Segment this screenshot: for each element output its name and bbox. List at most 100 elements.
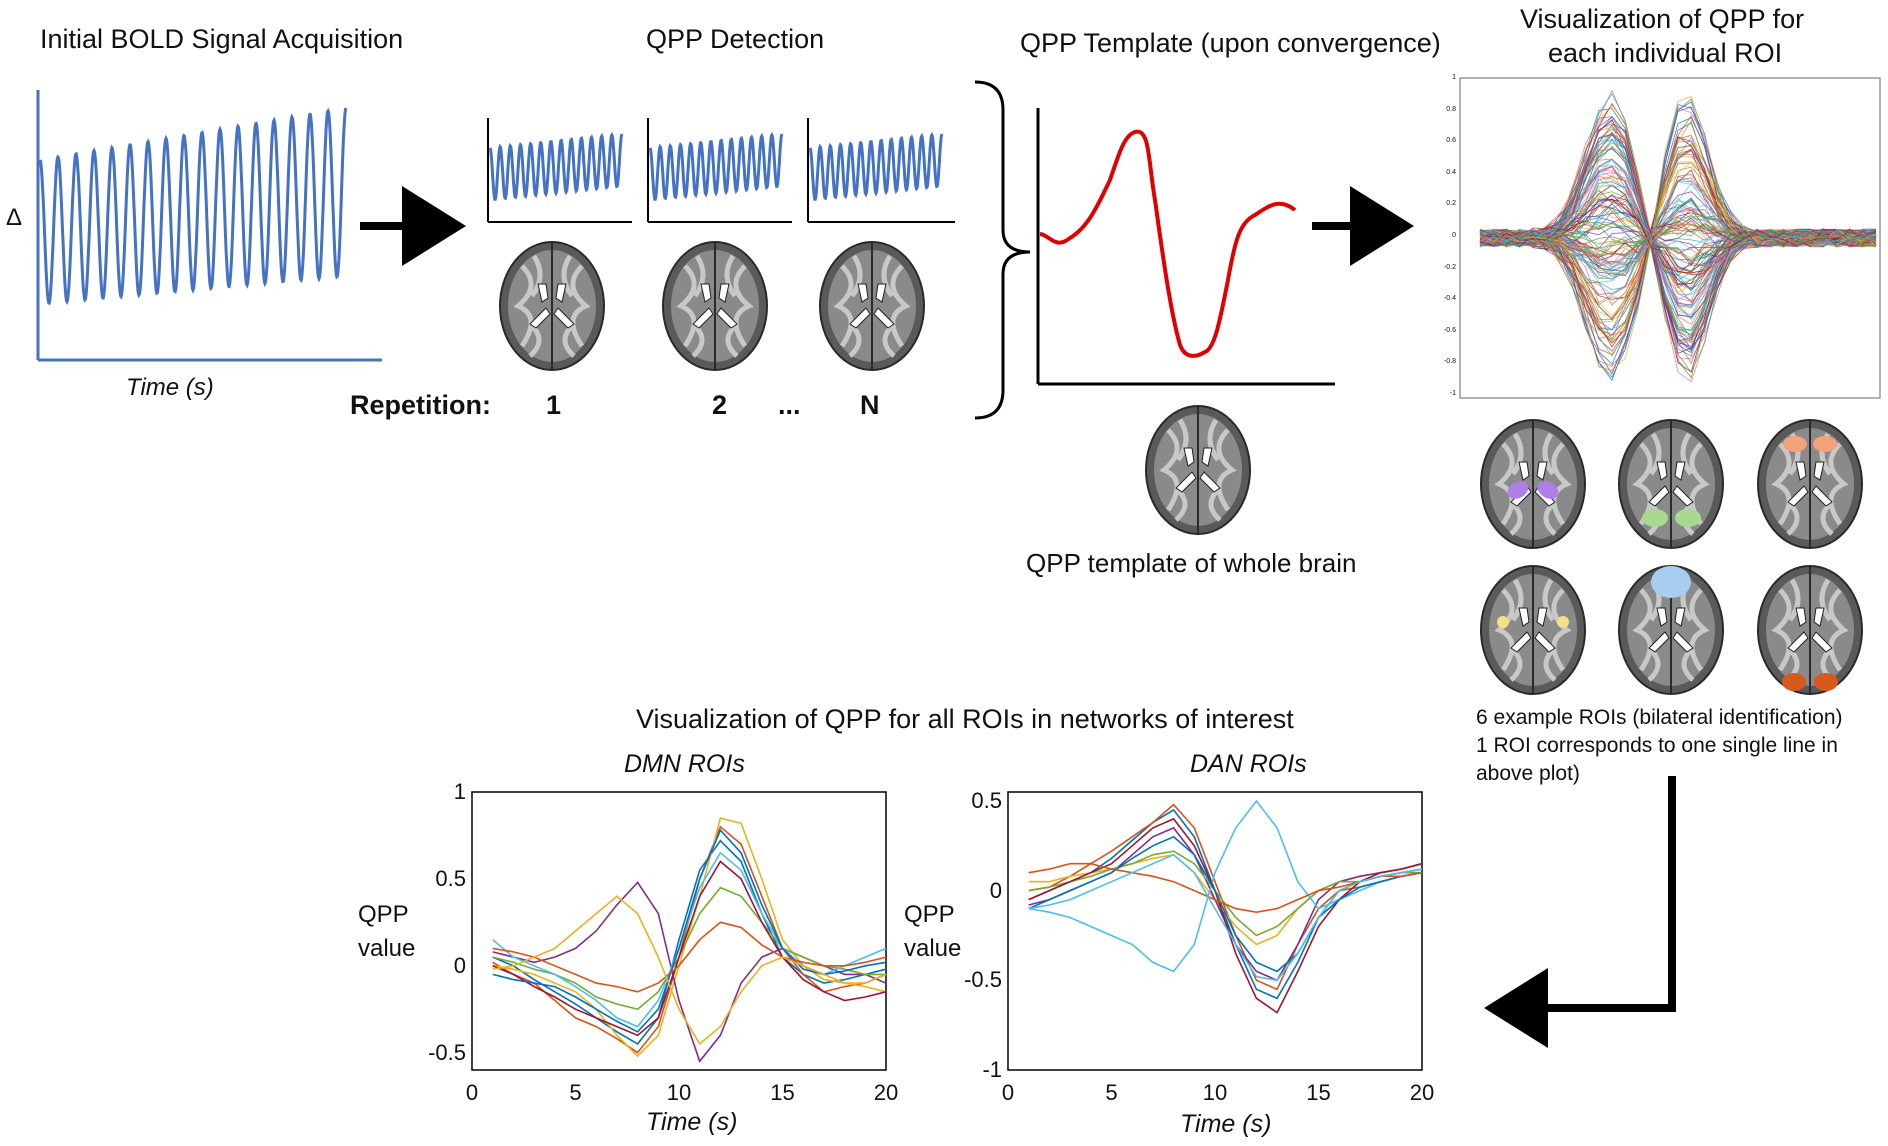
roi-caption-line-1: 6 example ROIs (bilateral identification… bbox=[1476, 706, 1843, 729]
brain-icon-rep-1 bbox=[500, 242, 604, 370]
roi-overview-ytick: 0 bbox=[1452, 232, 1456, 239]
roi-brain-grid bbox=[1481, 420, 1862, 694]
dmn-chart-title: DMN ROIs bbox=[624, 750, 745, 778]
repetition-2-label: 2 bbox=[712, 390, 728, 420]
y-tick-label: -0.5 bbox=[964, 967, 1002, 993]
x-tick-label: 10 bbox=[1202, 1080, 1228, 1105]
arrow-to-networks bbox=[1484, 776, 1676, 1048]
roi-overview-line bbox=[1479, 95, 1877, 371]
dmn-ylabel-text: QPP value bbox=[358, 901, 416, 962]
repetition-2-plot bbox=[647, 118, 792, 223]
roi-overview-line bbox=[1479, 158, 1877, 325]
qpp-template-curve bbox=[1039, 129, 1297, 358]
repetition-label: Repetition: bbox=[350, 390, 491, 420]
repetition-n-plot bbox=[807, 118, 955, 223]
y-tick-label: -0.5 bbox=[428, 1039, 466, 1065]
roi-highlight-1 bbox=[1507, 481, 1529, 499]
template-caption: QPP template of whole brain bbox=[1026, 548, 1357, 578]
y-tick-label: 1 bbox=[453, 779, 466, 804]
roi-overview-line bbox=[1479, 220, 1877, 260]
roi-highlight-3b bbox=[1813, 436, 1837, 452]
x-tick-label: 5 bbox=[569, 1080, 582, 1105]
repetition-n-label: N bbox=[860, 390, 880, 420]
roi-overview-ytick: -0.2 bbox=[1443, 263, 1456, 271]
networks-title: Visualization of QPP for all ROIs in net… bbox=[636, 704, 1294, 734]
roi-overview-ytick: -0.6 bbox=[1443, 326, 1456, 334]
template-axes bbox=[1036, 108, 1335, 386]
repetition-ellipsis: ... bbox=[778, 390, 801, 420]
acquisition-xlabel: Time (s) bbox=[126, 374, 214, 401]
brain-icon-rep-n bbox=[820, 242, 924, 370]
roi-overview-traces bbox=[1479, 89, 1877, 383]
roi-overview-ytick: -0.8 bbox=[1443, 358, 1456, 366]
x-tick-label: 0 bbox=[1001, 1080, 1015, 1105]
delta-symbol: Δ bbox=[6, 204, 23, 231]
roi-overview-line bbox=[1479, 210, 1877, 263]
roi-viz-title-1: Visualization of QPP for bbox=[1520, 4, 1805, 34]
convergence-brace bbox=[974, 80, 1031, 420]
roi-overview-line bbox=[1479, 128, 1877, 341]
roi-overview-ytick: -1 bbox=[1449, 390, 1456, 397]
dmn-chart-series bbox=[492, 817, 887, 1063]
y-tick-label: 0 bbox=[989, 877, 1002, 903]
series-line-roi-2 bbox=[1028, 803, 1423, 991]
dan-chart-series bbox=[1028, 799, 1423, 1014]
roi-overview-ytick: 0.2 bbox=[1446, 200, 1456, 208]
roi-overview-ytick: 0.8 bbox=[1446, 105, 1456, 113]
roi-overview-ytick: 0.4 bbox=[1446, 168, 1456, 176]
series-line-roi-7 bbox=[492, 860, 887, 1037]
x-tick-label: 20 bbox=[1409, 1080, 1435, 1105]
y-tick-label: 0.5 bbox=[971, 787, 1002, 813]
roi-highlight-5 bbox=[1651, 566, 1691, 598]
dan-ylabel-text: QPP value bbox=[904, 901, 962, 962]
series-line-roi-10 bbox=[1028, 853, 1423, 982]
roi-caption-line-3: above plot) bbox=[1476, 762, 1580, 785]
bold-signal-trace bbox=[38, 107, 348, 306]
template-title: QPP Template (upon convergence) bbox=[1020, 28, 1441, 58]
y-tick-label: 0 bbox=[453, 952, 466, 978]
series-line-roi-6 bbox=[1028, 799, 1423, 973]
roi-highlight-1b bbox=[1537, 481, 1559, 499]
roi-highlight-2b bbox=[1675, 509, 1701, 527]
repetition-1-label: 1 bbox=[546, 390, 562, 420]
roi-highlight-4 bbox=[1497, 616, 1509, 628]
detection-title: QPP Detection bbox=[646, 24, 825, 54]
roi-highlight-2 bbox=[1642, 509, 1668, 527]
x-tick-label: 10 bbox=[666, 1080, 692, 1105]
roi-overview-ytick: 1 bbox=[1452, 74, 1456, 81]
x-tick-label: 0 bbox=[465, 1080, 479, 1105]
roi-overview-line bbox=[1479, 177, 1877, 295]
roi-viz-title-2: each individual ROI bbox=[1548, 38, 1783, 68]
dan-ylabel: QPP value bbox=[904, 898, 974, 966]
dmn-chart-frame bbox=[471, 791, 887, 1071]
x-tick-label: 15 bbox=[770, 1080, 795, 1105]
roi-overview-line bbox=[1479, 161, 1877, 319]
y-tick-label: 0.5 bbox=[435, 865, 466, 891]
dan-chart-frame bbox=[1007, 791, 1423, 1071]
roi-overview-line bbox=[1479, 147, 1877, 318]
roi-highlight-4b bbox=[1557, 616, 1569, 628]
x-tick-label: 5 bbox=[1105, 1080, 1118, 1105]
bold-signal-axes bbox=[36, 90, 382, 362]
roi-overview-ytick: 0.6 bbox=[1446, 137, 1456, 145]
roi-highlight-6b bbox=[1814, 673, 1838, 691]
dan-chart-title: DAN ROIs bbox=[1190, 750, 1307, 778]
dmn-xlabel: Time (s) bbox=[646, 1108, 738, 1136]
series-line-roi-1 bbox=[492, 839, 887, 1045]
y-tick-label: -1 bbox=[982, 1057, 1002, 1082]
dmn-ylabel: QPP value bbox=[358, 898, 428, 966]
x-tick-label: 15 bbox=[1306, 1080, 1331, 1105]
roi-highlight-3 bbox=[1783, 436, 1807, 452]
series-line-roi-3 bbox=[492, 817, 887, 1058]
roi-overview-ytick: -0.4 bbox=[1443, 295, 1456, 303]
dan-xlabel: Time (s) bbox=[1180, 1110, 1272, 1138]
roi-overview-line bbox=[1479, 172, 1877, 294]
series-line-roi-7 bbox=[1028, 817, 1423, 1014]
series-line-roi-10 bbox=[492, 895, 887, 1046]
roi-overview-line bbox=[1479, 193, 1877, 275]
acquisition-title: Initial BOLD Signal Acquisition bbox=[40, 24, 404, 54]
roi-caption: 6 example ROIs (bilateral identification… bbox=[1476, 704, 1886, 788]
brain-icon-whole bbox=[1146, 406, 1250, 534]
